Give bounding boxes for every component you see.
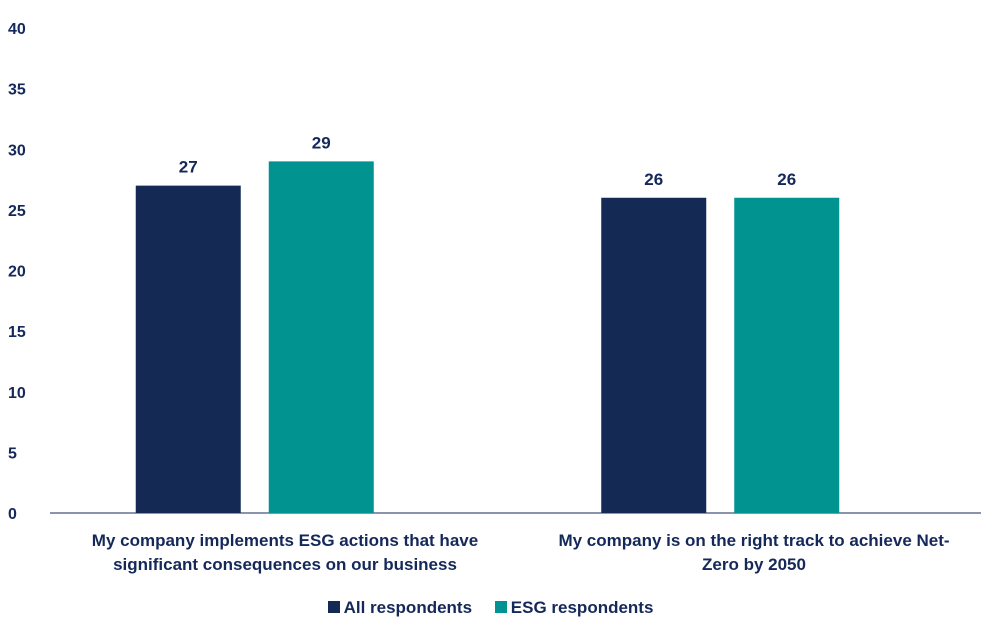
y-tick-label-5: 5 [8,445,17,462]
category-label-0-line-0: My company implements ESG actions that h… [92,531,478,550]
category-label-0-line-1: significant consequences on our business [113,555,457,574]
data-label-esg-0: 29 [312,133,331,152]
y-tick-label-15: 15 [8,324,26,341]
legend-swatch-esg-respondents [494,601,507,613]
bar-esg-0 [268,161,374,513]
y-tick-label-25: 25 [8,203,26,220]
bar-all-1 [601,197,707,513]
y-tick-label-20: 20 [8,264,26,281]
data-label-all-0: 27 [179,158,198,177]
y-tick-label-0: 0 [8,506,17,523]
y-tick-label-10: 10 [8,385,26,402]
legend-label-esg-respondents: ESG respondents [510,598,654,617]
bar-chart: 0 5 10 15 20 25 30 35 40 27 29 My company implement… [8,21,981,574]
legend-label-all-respondents: All respondents [343,598,473,617]
y-tick-label-35: 35 [8,82,26,99]
legend-item-all-respondents: All respondents [327,598,473,618]
data-label-esg-1: 26 [777,170,796,189]
y-tick-label-40: 40 [8,21,26,38]
bar-all-0 [135,185,241,513]
legend: All respondents ESG respondents [0,598,981,618]
data-label-all-1: 26 [644,170,663,189]
category-label-1-line-0: My company is on the right track to achi… [558,531,949,550]
bar-esg-1 [734,197,840,513]
legend-swatch-all-respondents [327,601,340,613]
legend-item-esg-respondents: ESG respondents [494,598,654,618]
category-label-1-line-1: Zero by 2050 [702,555,806,574]
y-tick-label-30: 30 [8,142,26,159]
